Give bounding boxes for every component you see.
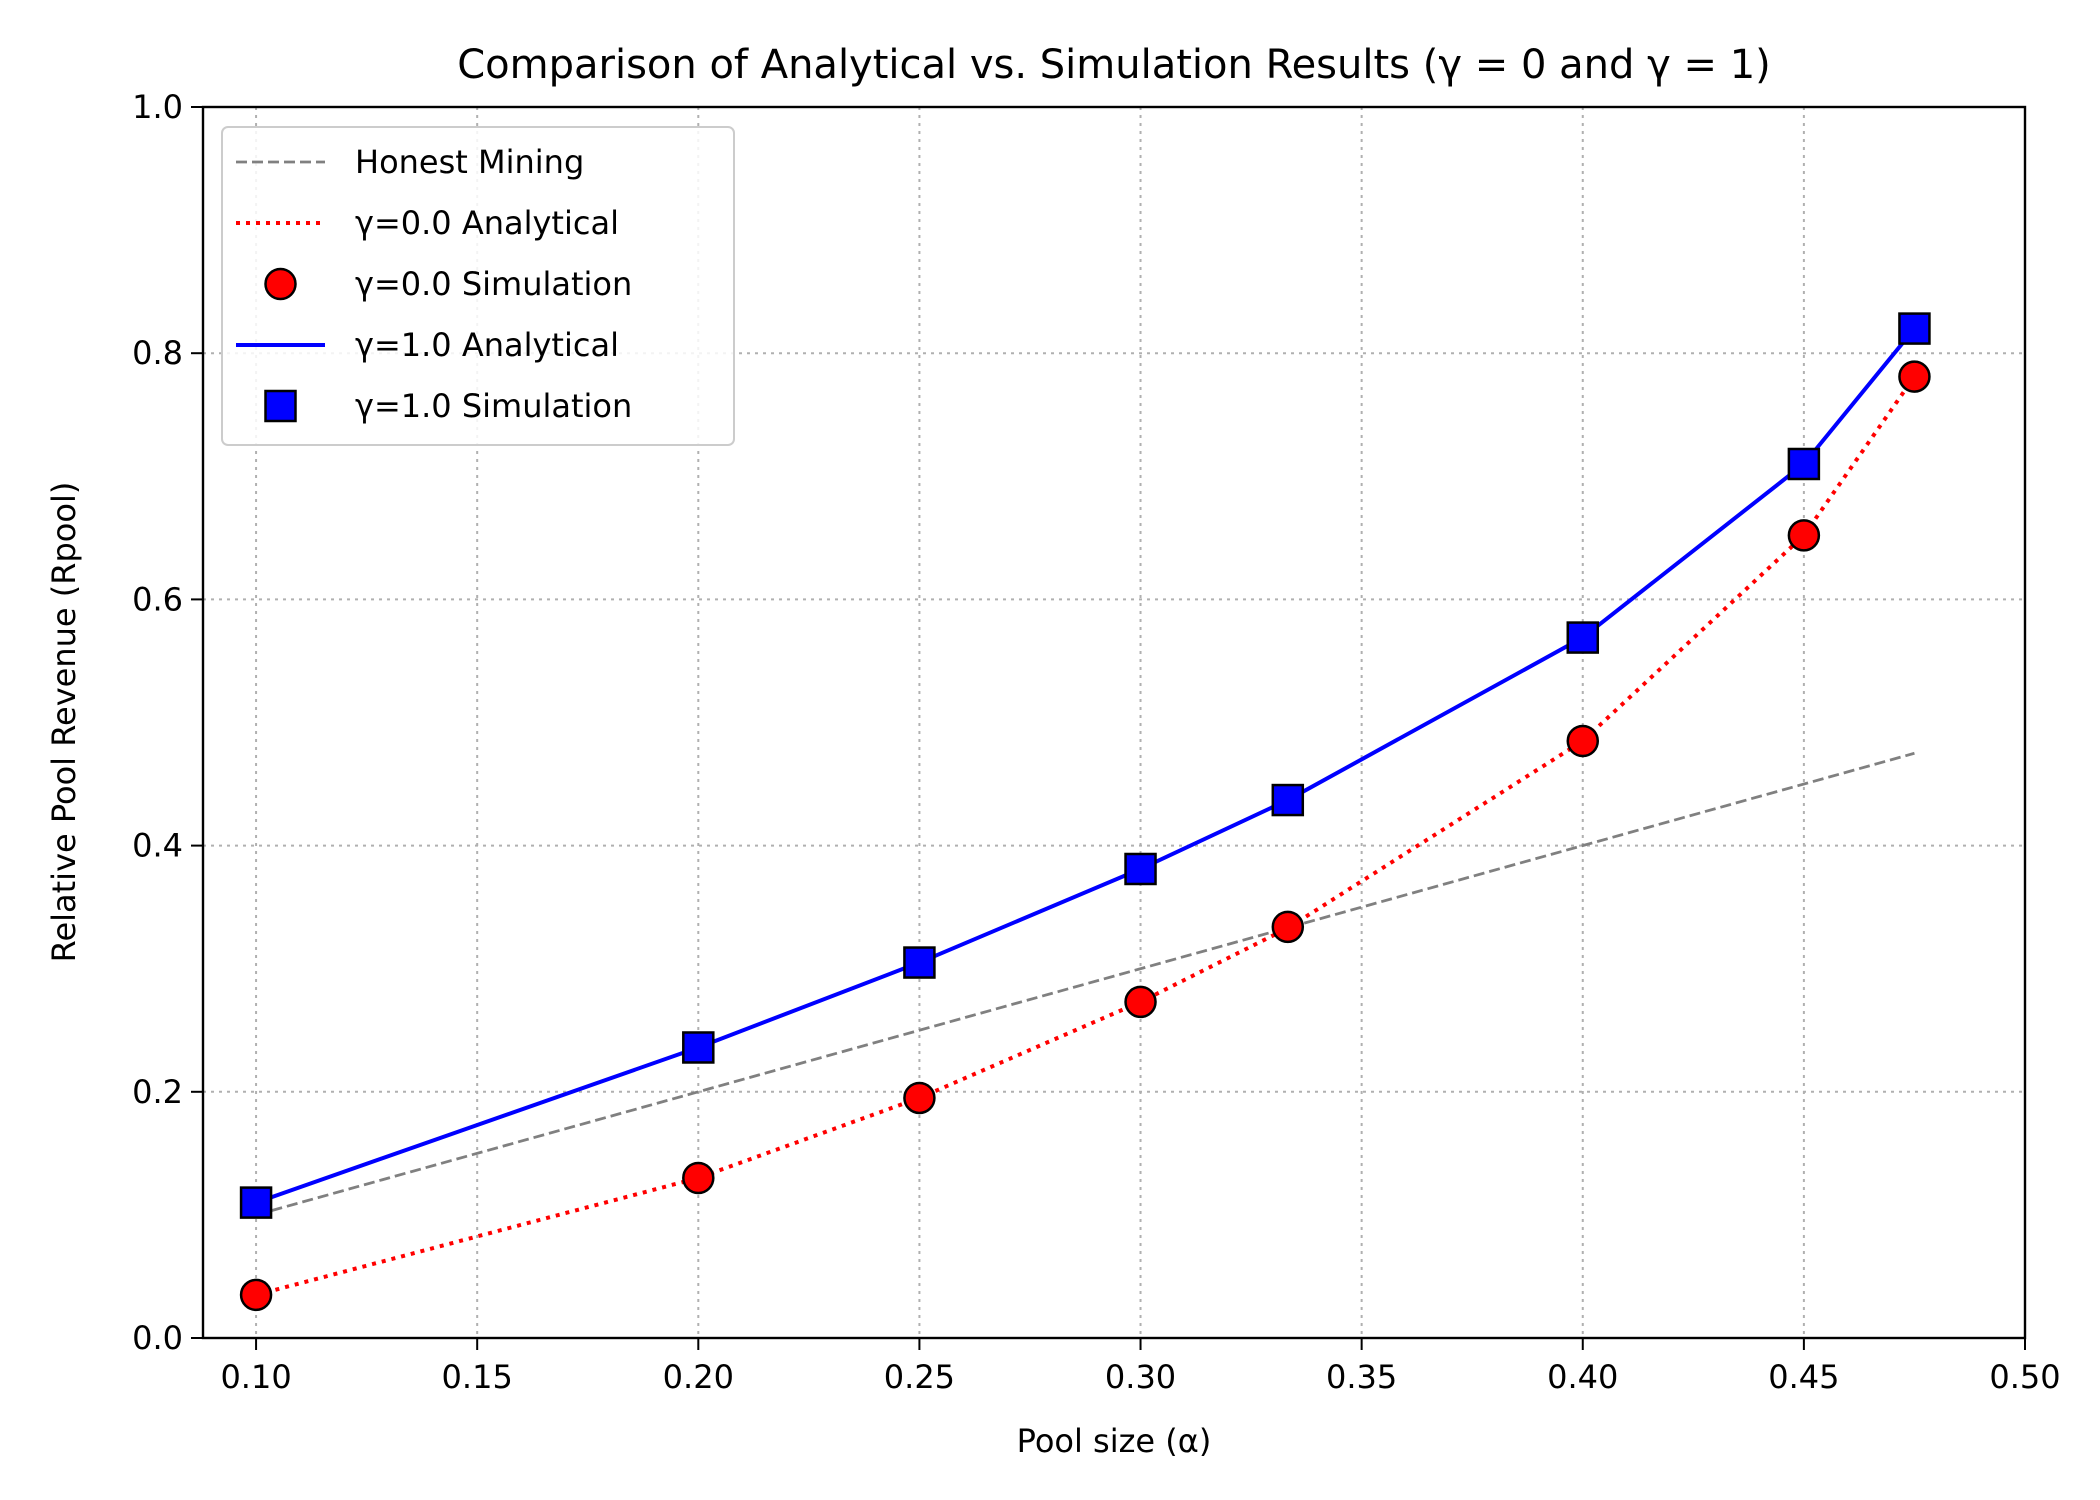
- x-axis-label: Pool size (α): [1017, 1422, 1212, 1460]
- data-point-circle: [1566, 724, 1600, 758]
- series-line-1-0-analytical: [255, 327, 1916, 1205]
- data-point-square: [1124, 852, 1157, 886]
- x-tick-label: 0.20: [663, 1358, 734, 1396]
- data-point-square: [1787, 447, 1821, 481]
- data-point-circle: [1787, 519, 1821, 552]
- legend-label: Honest Mining: [355, 143, 584, 181]
- legend-label: γ=0.0 Simulation: [355, 265, 632, 303]
- plot-series: [239, 312, 1931, 1312]
- legend-label: γ=1.0 Simulation: [355, 387, 632, 425]
- y-tick-label: 0.4: [132, 827, 183, 865]
- plot-frame: [201, 105, 2027, 1340]
- y-tick-label: 0.8: [132, 334, 183, 372]
- y-tick-label: 0.2: [132, 1073, 183, 1111]
- data-point-square: [1566, 621, 1600, 654]
- x-tick-label: 0.10: [220, 1358, 291, 1396]
- legend-label: γ=1.0 Analytical: [355, 326, 619, 364]
- x-tick-label: 0.40: [1547, 1358, 1618, 1396]
- legend-handle-circle: [264, 267, 297, 301]
- x-tick-label: 0.25: [884, 1358, 955, 1396]
- x-tick-label: 0.15: [442, 1358, 513, 1396]
- legend: Honest Mining γ=0.0 Analytical γ=0.0 Simul…: [221, 126, 735, 446]
- data-point-circle: [1898, 360, 1931, 393]
- chart-title: Comparison of Analytical vs. Simulation …: [457, 42, 1771, 88]
- y-tick-label: 0.6: [132, 580, 183, 618]
- x-tick-label: 0.30: [1105, 1358, 1176, 1396]
- data-point-circle: [1124, 985, 1157, 1019]
- legend-label: γ=0.0 Analytical: [355, 204, 619, 242]
- data-point-square: [682, 1031, 715, 1064]
- data-point-circle: [1271, 910, 1305, 944]
- data-point-circle: [239, 1278, 273, 1312]
- y-tick-label: 0.0: [132, 1319, 183, 1357]
- data-point-square: [239, 1186, 273, 1219]
- data-point-square: [1271, 783, 1305, 817]
- y-tick-label: 1.0: [132, 88, 183, 126]
- series-line-honest-mining: [255, 751, 1915, 1217]
- x-tick-label: 0.50: [1989, 1358, 2060, 1396]
- axis-ticks: 0.10 0.15 0.20 0.25 0.30 0.35 0.40 0.45 0.50 0.0 0…: [132, 88, 2061, 1396]
- data-point-square: [1898, 312, 1931, 345]
- data-point-circle: [903, 1081, 936, 1115]
- x-tick-label: 0.35: [1326, 1358, 1397, 1396]
- x-tick-label: 0.45: [1768, 1358, 1839, 1396]
- y-axis-label: Relative Pool Revenue (Rpool): [45, 482, 83, 963]
- legend-box: [221, 126, 735, 446]
- data-point-circle: [682, 1161, 715, 1195]
- legend-handle-square: [264, 389, 297, 423]
- data-point-square: [903, 946, 936, 979]
